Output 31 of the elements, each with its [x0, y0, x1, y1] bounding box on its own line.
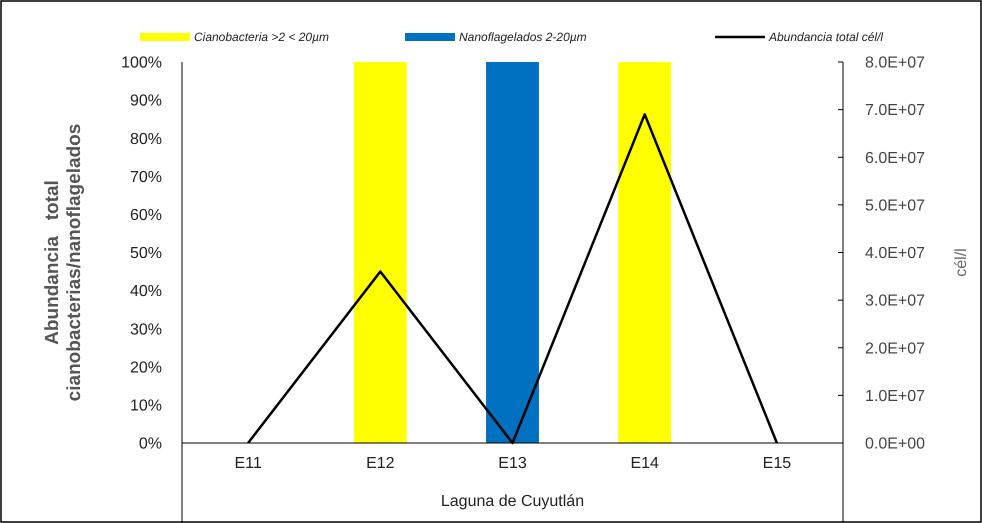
y2-tick-label: 2.0E+07: [865, 340, 926, 358]
x-tick-label: E13: [498, 455, 527, 472]
y2-axis-title: cél/l: [953, 248, 970, 277]
legend-label: Nanoflagelados 2-20µm: [459, 30, 587, 44]
y-tick-label: 10%: [130, 398, 162, 414]
y2-tick-label: 4.0E+07: [865, 245, 926, 262]
y-tick-label: 20%: [130, 359, 162, 376]
y2-tick-label: 1.0E+07: [865, 388, 926, 405]
x-tick-label: E15: [762, 455, 792, 472]
y-tick-label: 40%: [130, 283, 162, 300]
x-axis-title: Laguna de Cuyutlán: [440, 493, 584, 510]
y2-tick-label: 6.0E+07: [865, 150, 926, 167]
y-tick-label: 0%: [138, 436, 162, 453]
x-tick-label: E12: [366, 455, 395, 472]
y2-tick-label: 5.0E+07: [865, 197, 926, 214]
y-tick-label: 30%: [130, 321, 162, 338]
y-tick-label: 80%: [130, 130, 162, 148]
x-tick-label: E11: [234, 455, 262, 472]
y2-tick-label: 0.0E+00: [865, 436, 926, 453]
y-tick-label: 50%: [130, 245, 162, 262]
legend-label: Abundancia total cél/l: [768, 30, 884, 44]
y2-tick-label: 3.0E+07: [865, 292, 926, 310]
legend-label: Cianobacteria >2 < 20µm: [194, 30, 329, 44]
y-tick-label: 70%: [130, 168, 162, 186]
y-tick-label: 60%: [130, 207, 162, 224]
y-tick-label: 100%: [121, 54, 162, 72]
y2-tick-label: 8.0E+07: [865, 54, 926, 72]
x-tick-label: E14: [630, 455, 660, 472]
y2-tick-label: 7.0E+07: [865, 102, 926, 120]
y-axis-title: Abundancia total cianobacterias/nanoflagelados: [42, 124, 85, 402]
y-tick-label: 90%: [130, 92, 162, 110]
